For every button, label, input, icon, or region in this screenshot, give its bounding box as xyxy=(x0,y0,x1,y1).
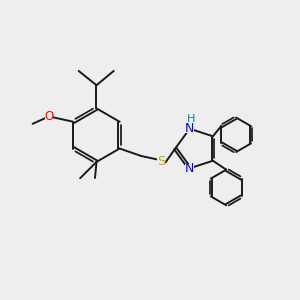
Bar xyxy=(45,112,52,121)
Text: S: S xyxy=(157,155,166,168)
Text: O: O xyxy=(44,110,54,123)
Bar xyxy=(90,179,100,187)
Text: N: N xyxy=(185,122,194,135)
Text: H: H xyxy=(187,114,195,124)
Bar xyxy=(185,124,194,133)
Bar xyxy=(157,157,165,166)
Bar xyxy=(185,164,194,172)
Text: N: N xyxy=(185,162,194,175)
